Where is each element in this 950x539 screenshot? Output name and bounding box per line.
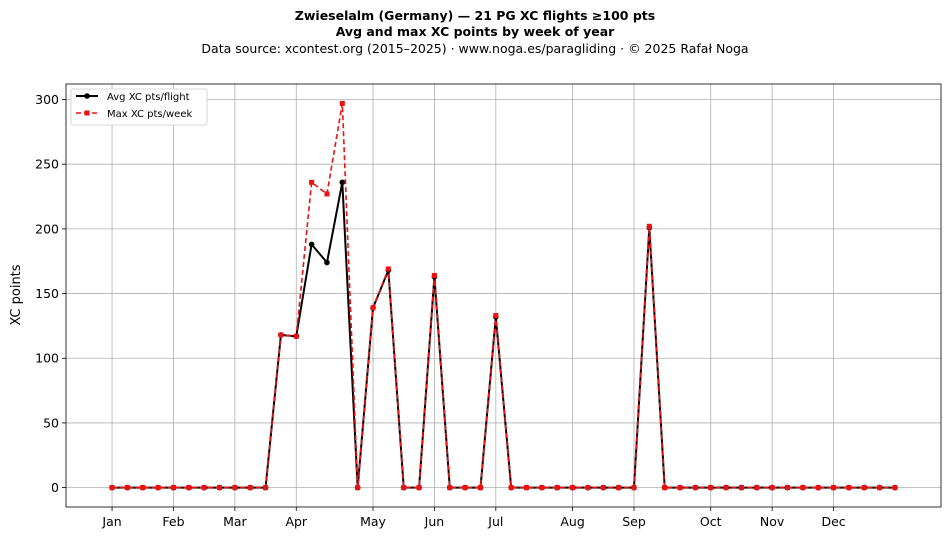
y-tick-label-100: 100 [35,351,59,366]
y-tick-label-50: 50 [43,415,59,430]
max-point-week-22 [447,485,453,491]
x-tick-label-apr: Apr [285,514,307,529]
max-point-week-44 [784,485,790,491]
legend-box [70,88,208,126]
max-point-week-7 [217,485,223,491]
max-point-week-3 [155,485,161,491]
y-axis-label: XC points [9,264,24,325]
legend: Avg XC pts/flight Max XC pts/week [70,88,208,126]
max-point-week-24 [477,485,483,491]
max-point-week-15 [339,100,345,106]
max-point-week-36 [662,485,668,491]
max-point-week-1 [124,485,130,491]
max-point-week-45 [800,485,806,491]
max-point-week-26 [508,485,514,491]
x-tick-label-nov: Nov [760,514,785,529]
legend-avg-label: Avg XC pts/flight [107,92,190,103]
max-point-week-39 [708,485,714,491]
max-point-week-48 [846,485,852,491]
max-point-week-12 [293,333,299,339]
max-point-week-37 [677,485,683,491]
max-point-week-10 [263,485,269,491]
max-point-week-42 [754,485,760,491]
max-point-week-23 [462,485,468,491]
max-point-week-8 [232,485,238,491]
axes: Jan Feb Mar Apr May Jun Jul Aug Sep Oct Nov Dec 0 50 1… [35,92,846,529]
max-point-week-18 [385,266,391,272]
x-tick-label-feb: Feb [162,514,184,529]
max-point-week-30 [570,485,576,491]
max-point-week-50 [877,485,883,491]
max-point-week-40 [723,485,729,491]
max-point-week-43 [769,485,775,491]
legend-max-marker [84,110,90,116]
x-tick-label-aug: Aug [560,514,584,529]
x-tick-label-dec: Dec [821,514,845,529]
grid-lines [66,84,941,507]
avg-point-week-13 [308,241,315,248]
series-layer [109,100,898,491]
max-point-week-20 [416,485,422,491]
chart-titles: Zwieselalm (Germany) — 21 PG XC flights … [0,8,950,57]
y-tick-label-200: 200 [35,221,59,236]
x-tick-label-jul: Jul [487,514,503,529]
max-point-week-5 [186,485,192,491]
chart-subtitle: Avg and max XC points by week of year [335,24,615,39]
max-point-week-35 [646,223,652,229]
max-point-week-33 [616,485,622,491]
x-tick-label-oct: Oct [700,514,722,529]
max-point-week-16 [355,485,361,491]
series-line-avg [112,181,895,489]
max-point-week-17 [370,305,376,311]
y-tick-label-150: 150 [35,286,59,301]
max-point-week-0 [109,485,115,491]
max-point-week-21 [431,272,437,278]
max-point-week-6 [201,485,207,491]
max-point-week-13 [309,179,315,185]
max-point-week-41 [738,485,744,491]
max-point-week-2 [140,485,146,491]
avg-point-week-15 [339,179,346,186]
max-point-week-25 [493,313,499,319]
legend-max-label: Max XC pts/week [107,109,192,120]
plot-frame [65,83,942,508]
max-point-week-49 [861,485,867,491]
chart-source: Data source: xcontest.org (2015–2025) · … [201,41,749,56]
series-line-max [112,102,895,489]
chart-title: Zwieselalm (Germany) — 21 PG XC flights … [294,8,656,23]
avg-point-week-14 [324,259,330,266]
max-point-week-14 [324,191,330,197]
x-tick-label-mar: Mar [223,514,247,529]
max-point-week-11 [278,332,284,338]
legend-avg-marker [84,93,90,99]
max-point-week-38 [692,485,698,491]
x-tick-label-jun: Jun [424,514,445,529]
x-tick-label-sep: Sep [622,514,646,529]
y-tick-label-0: 0 [51,480,59,495]
max-point-week-46 [815,485,821,491]
y-tick-label-250: 250 [35,157,59,172]
x-tick-label-jan: Jan [101,514,121,529]
max-point-week-51 [892,485,898,491]
max-point-week-9 [247,485,253,491]
max-point-week-47 [831,485,837,491]
max-point-week-31 [585,485,591,491]
max-point-week-4 [170,485,176,491]
max-point-week-34 [631,485,637,491]
y-tick-label-300: 300 [35,92,59,107]
x-tick-label-may: May [360,514,386,529]
max-point-week-27 [524,485,530,491]
max-point-week-29 [554,485,560,491]
max-point-week-28 [539,485,545,491]
max-point-week-19 [401,485,407,491]
max-point-week-32 [600,485,606,491]
